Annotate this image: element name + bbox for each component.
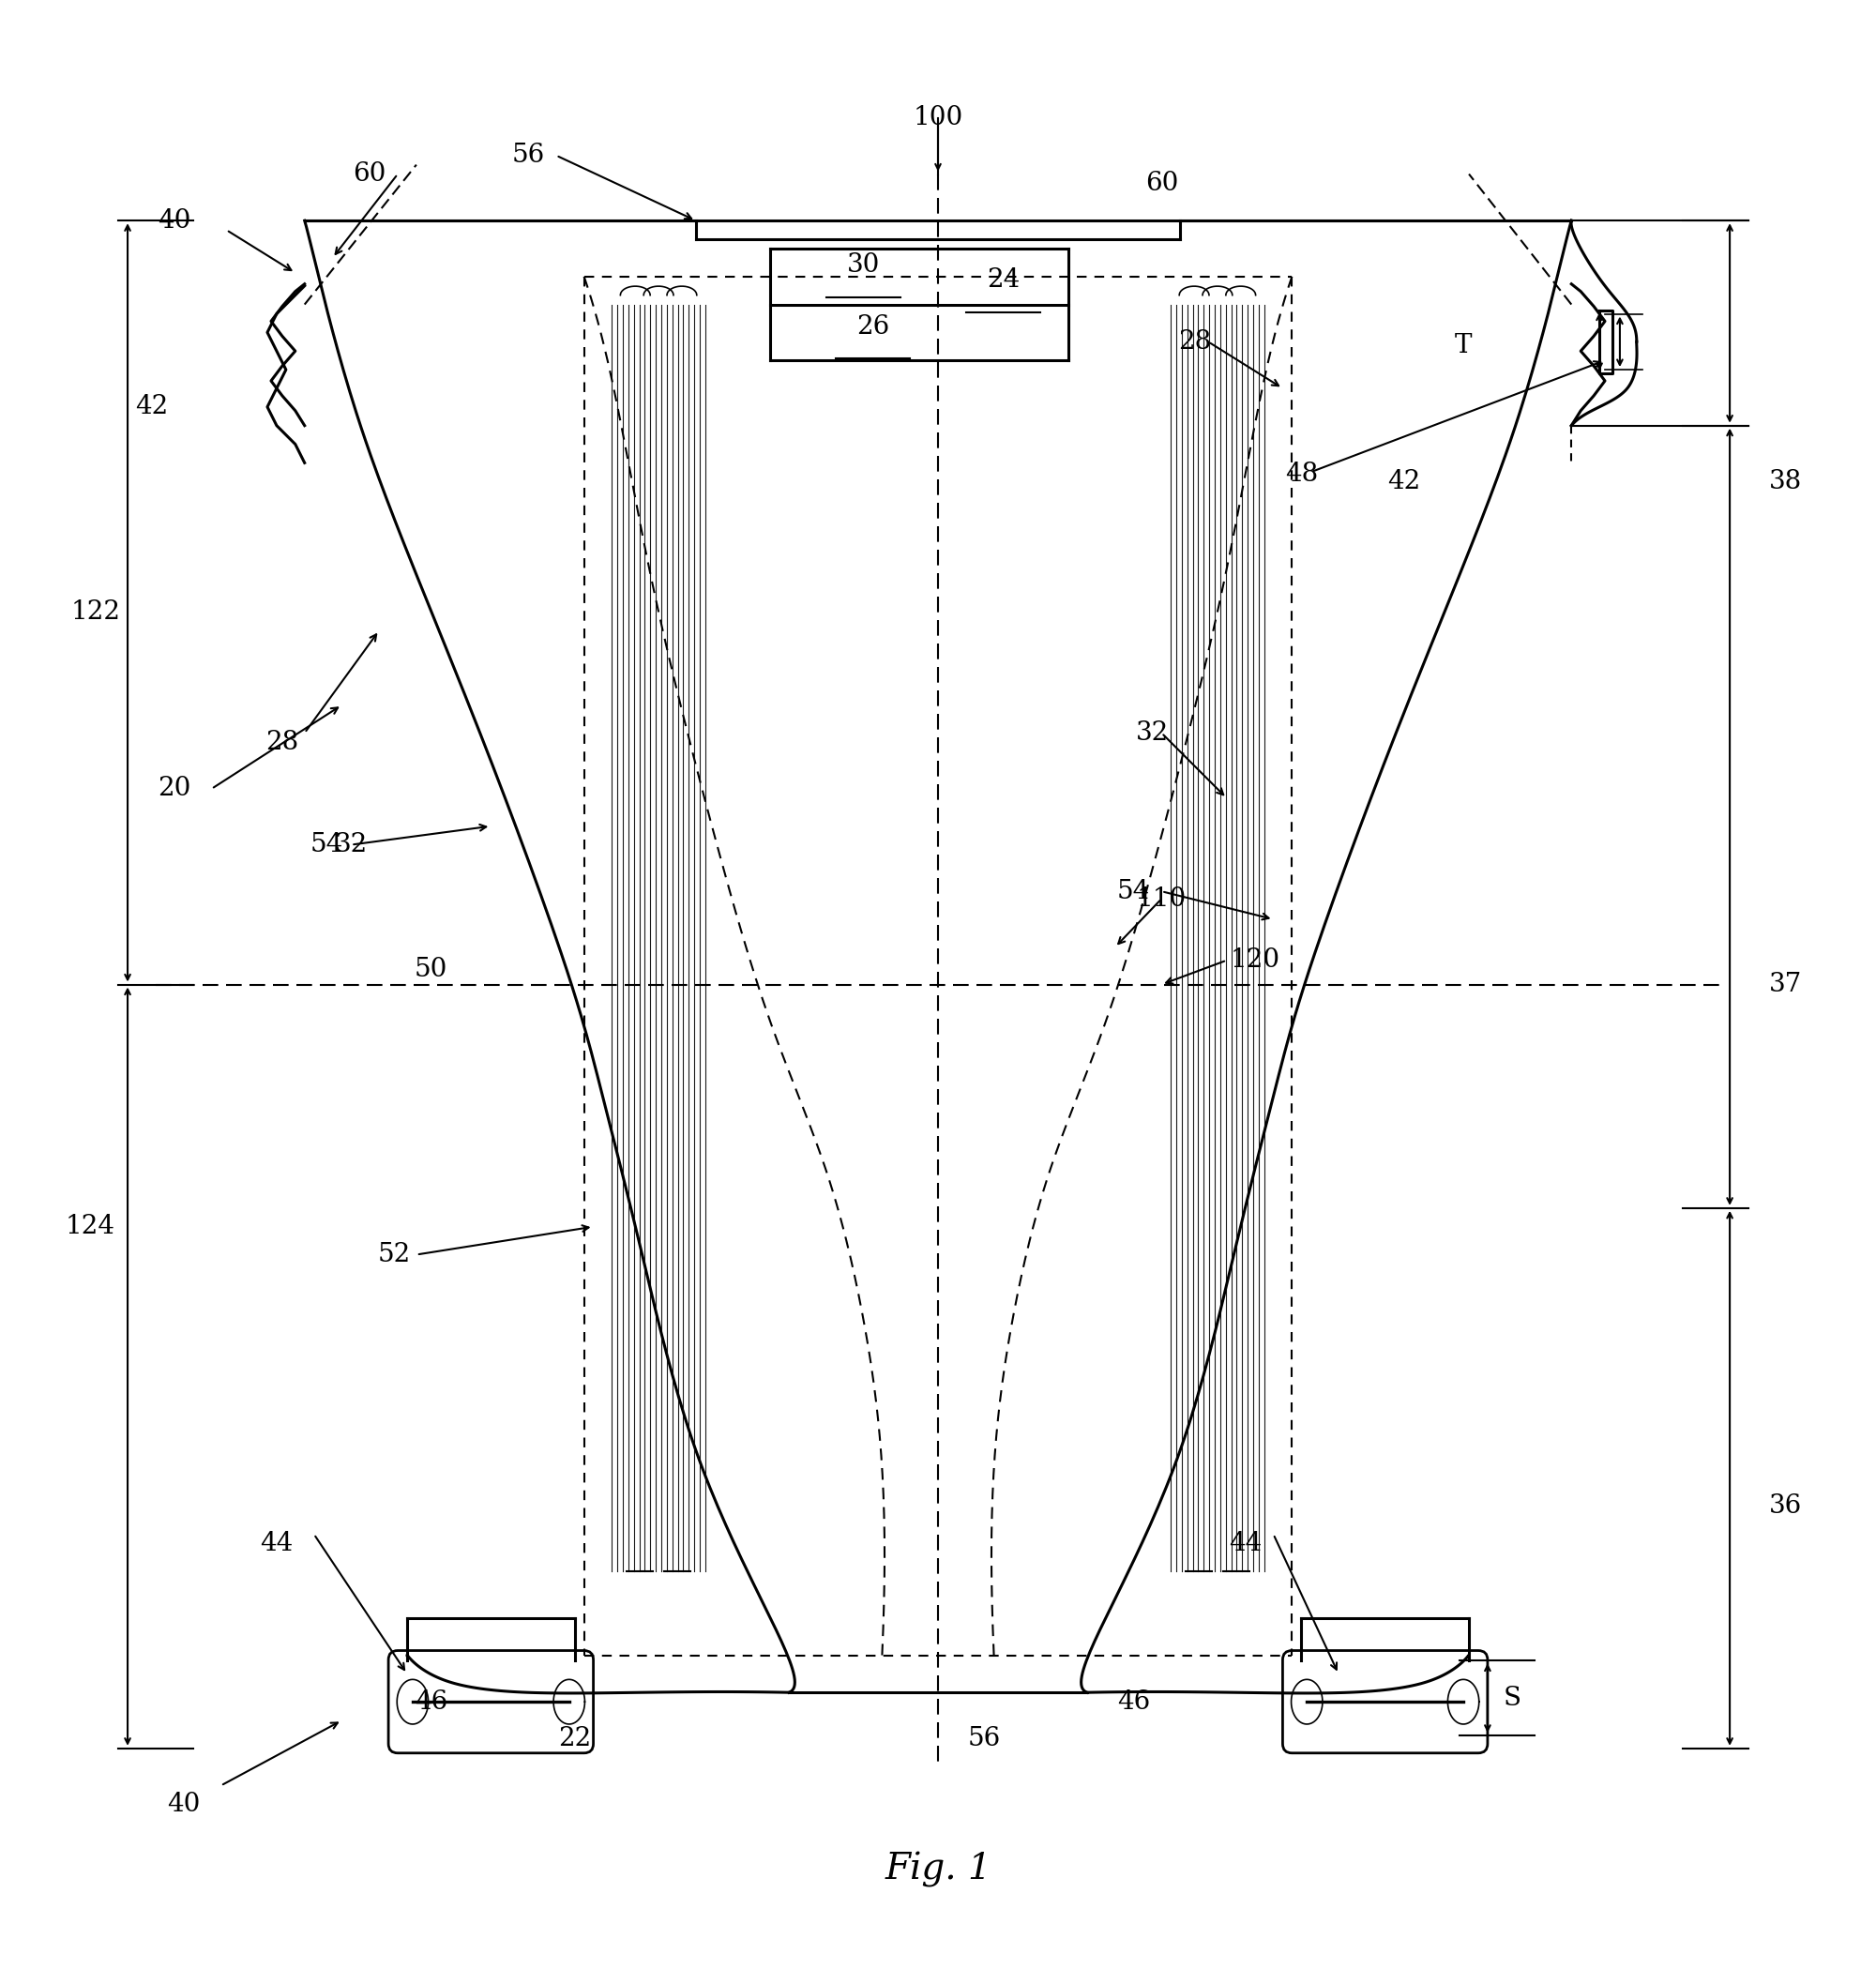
Text: 36: 36 (1769, 1494, 1803, 1518)
Text: 32: 32 (1135, 721, 1169, 746)
Text: 60: 60 (1144, 171, 1178, 197)
Text: 56: 56 (968, 1727, 1002, 1752)
Text: 46: 46 (1116, 1689, 1150, 1715)
Text: 20: 20 (158, 776, 191, 801)
Text: 60: 60 (353, 161, 386, 187)
Text: T: T (1454, 333, 1473, 358)
Text: 56: 56 (512, 144, 544, 167)
Text: 120: 120 (1231, 947, 1279, 973)
Text: 110: 110 (1137, 886, 1186, 912)
Text: 40: 40 (158, 209, 191, 232)
Text: 42: 42 (1386, 469, 1420, 494)
Text: 32: 32 (334, 833, 368, 857)
Text: 44: 44 (261, 1530, 293, 1556)
Text: 54: 54 (1116, 878, 1150, 904)
Text: 122: 122 (71, 599, 120, 624)
Text: 124: 124 (66, 1215, 114, 1239)
Text: 52: 52 (377, 1242, 411, 1268)
Text: 28: 28 (266, 730, 298, 754)
Text: 26: 26 (855, 315, 889, 339)
Text: Fig. 1: Fig. 1 (885, 1851, 991, 1888)
Text: 24: 24 (987, 268, 1021, 293)
Text: 46: 46 (415, 1689, 448, 1715)
Text: 42: 42 (135, 394, 169, 419)
Text: 100: 100 (914, 106, 962, 130)
Text: 54: 54 (310, 833, 343, 857)
Text: 44: 44 (1229, 1530, 1263, 1556)
Text: S: S (1503, 1685, 1521, 1711)
Text: 28: 28 (1178, 329, 1212, 354)
Text: 48: 48 (1285, 461, 1317, 486)
Text: 22: 22 (559, 1727, 591, 1752)
Text: 50: 50 (415, 957, 448, 983)
Text: 40: 40 (167, 1792, 201, 1817)
Text: 37: 37 (1769, 973, 1803, 996)
Text: 30: 30 (846, 252, 880, 278)
Text: 38: 38 (1769, 469, 1803, 494)
